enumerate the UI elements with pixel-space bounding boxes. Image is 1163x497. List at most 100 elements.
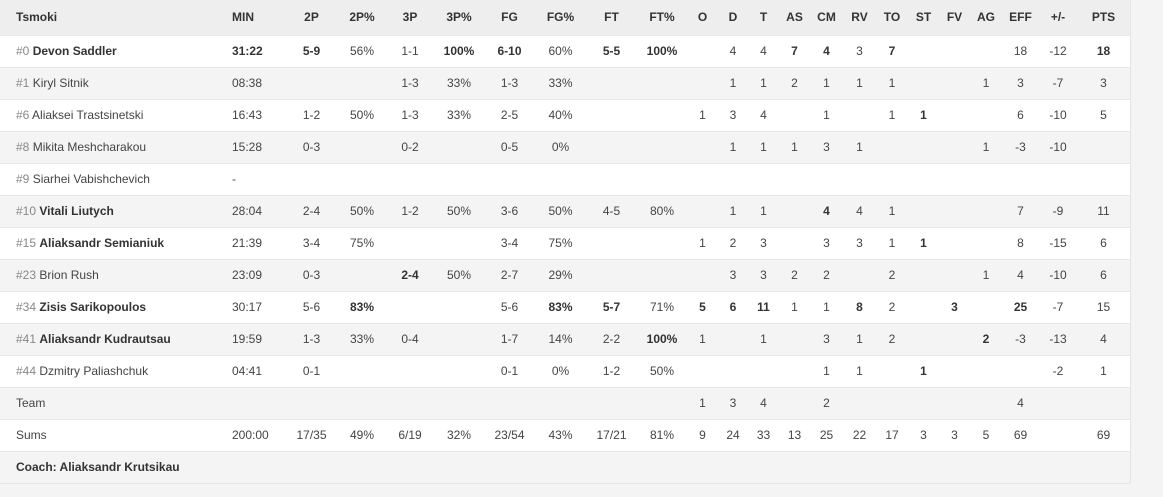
stat-cell: 3	[810, 323, 843, 356]
stat-cell	[338, 259, 386, 292]
stat-cell: 1	[908, 99, 939, 132]
stat-cell: 69	[1077, 419, 1130, 452]
stat-cell	[687, 259, 718, 292]
box-score-table: Tsmoki MIN 2P 2P% 3P 3P% FG FG% FT FT% O D T AS CM RV T…	[0, 0, 1130, 484]
stat-cell: 50%	[434, 259, 484, 292]
player-name-link[interactable]: Dzmitry Paliashchuk	[39, 364, 149, 378]
stat-cell: 32%	[434, 419, 484, 452]
table-row: #34 Zisis Sarikopoulos 30:17 5-6 83% 5-6 83% 5…	[0, 291, 1130, 324]
header-fv[interactable]: FV	[939, 0, 970, 36]
stat-cell: 100%	[637, 35, 687, 68]
stat-cell: 1	[810, 99, 843, 132]
stat-cell: 18	[1002, 35, 1039, 68]
stat-cell	[908, 259, 939, 292]
header-3p[interactable]: 3P%	[434, 0, 484, 36]
header-st[interactable]: ST	[908, 0, 939, 36]
player-name-link[interactable]: Mikita Meshcharakou	[32, 140, 147, 154]
stat-cell	[843, 387, 876, 420]
stat-cell: 3	[843, 35, 876, 68]
stat-cell	[970, 355, 1002, 388]
header-fg[interactable]: FG	[484, 0, 535, 36]
stat-cell	[1077, 131, 1130, 164]
player-cell: #10 Vitali Liutych	[0, 195, 225, 228]
player-name-link[interactable]: Aliaksandr Semianiuk	[39, 236, 165, 250]
jersey-number: #1	[16, 76, 30, 90]
stat-cell: 3	[748, 227, 779, 260]
stat-cell	[970, 99, 1002, 132]
player-name-link[interactable]: Devon Saddler	[32, 44, 117, 58]
stat-cell	[779, 387, 810, 420]
stat-cell	[718, 323, 748, 356]
stat-cell: 3	[810, 227, 843, 260]
stat-cell	[586, 67, 637, 100]
stat-cell: 1	[876, 99, 908, 132]
player-name-link[interactable]: Kiryl Sitnik	[32, 76, 89, 90]
stat-cell: 100%	[434, 35, 484, 68]
header-fg[interactable]: FG%	[535, 0, 586, 36]
stat-cell: 43%	[535, 419, 586, 452]
player-name-link[interactable]: Siarhei Vabishchevich	[32, 172, 150, 186]
header-t[interactable]: T	[748, 0, 779, 36]
stat-cell: 1	[970, 67, 1002, 100]
stat-cell: -10	[1039, 131, 1077, 164]
table-row: Team 1 3 4 2 4	[0, 387, 1130, 420]
header-rv[interactable]: RV	[843, 0, 876, 36]
stat-cell	[939, 35, 970, 68]
header-plus-minus[interactable]: +/-	[1039, 0, 1077, 36]
header-ft[interactable]: FT	[586, 0, 637, 36]
player-name-link[interactable]: Zisis Sarikopoulos	[39, 300, 147, 314]
header-cm[interactable]: CM	[810, 0, 843, 36]
header-2p[interactable]: 2P%	[338, 0, 386, 36]
stat-cell: 3	[1002, 67, 1039, 100]
header-2p[interactable]: 2P	[285, 0, 338, 36]
header-d[interactable]: D	[718, 0, 748, 36]
stat-cell	[386, 227, 434, 260]
stat-cell: 18	[1077, 35, 1130, 68]
stat-cell	[586, 259, 637, 292]
player-name-link[interactable]: Vitali Liutych	[39, 204, 114, 218]
jersey-number: #8	[16, 140, 30, 154]
stat-cell	[1039, 163, 1077, 196]
stat-cell: 1	[810, 291, 843, 324]
stat-cell: 1	[687, 387, 718, 420]
stat-cell	[637, 131, 687, 164]
stat-cell: 2	[876, 259, 908, 292]
header-3p[interactable]: 3P	[386, 0, 434, 36]
stat-cell	[1002, 163, 1039, 196]
header-as[interactable]: AS	[779, 0, 810, 36]
stat-cell	[338, 131, 386, 164]
table-row: #6 Aliaksei Trastsinetski 16:43 1-2 50% 1-3 3…	[0, 99, 1130, 132]
player-name-link[interactable]: Aliaksandr Kudrautsau	[39, 332, 171, 346]
jersey-number: #0	[16, 44, 30, 58]
stat-cell: -9	[1039, 195, 1077, 228]
header-ft[interactable]: FT%	[637, 0, 687, 36]
stat-cell: 3-6	[484, 195, 535, 228]
stat-cell: 3-4	[285, 227, 338, 260]
header-pts[interactable]: PTS	[1077, 0, 1130, 36]
stat-cell: 17/21	[586, 419, 637, 452]
header-to[interactable]: TO	[876, 0, 908, 36]
header-o[interactable]: O	[687, 0, 718, 36]
stat-cell	[535, 163, 586, 196]
header-eff[interactable]: EFF	[1002, 0, 1039, 36]
stat-cell: 6/19	[386, 419, 434, 452]
table-row: #1 Kiryl Sitnik 08:38 1-3 33% 1-3 33% 1 1 2 1 1 1 1 3…	[0, 67, 1130, 100]
stat-cell: -3	[1002, 323, 1039, 356]
stat-cell: 2-4	[386, 259, 434, 292]
stat-cell	[779, 195, 810, 228]
stat-cell	[386, 163, 434, 196]
stat-cell: 15	[1077, 291, 1130, 324]
header-ag[interactable]: AG	[970, 0, 1002, 36]
stat-cell	[970, 163, 1002, 196]
stat-cell: 1	[1077, 355, 1130, 388]
stat-cell: 50%	[338, 195, 386, 228]
stat-cell: 04:41	[225, 355, 285, 388]
stat-cell: 1-2	[586, 355, 637, 388]
player-name-link[interactable]: Brion Rush	[39, 268, 99, 282]
stat-cell: 3	[939, 419, 970, 452]
stat-cell: 4	[1002, 259, 1039, 292]
player-name-link[interactable]: Aliaksei Trastsinetski	[32, 108, 144, 122]
jersey-number: #41	[16, 332, 37, 346]
header-min[interactable]: MIN	[225, 0, 285, 36]
stat-cell: 1-3	[386, 99, 434, 132]
